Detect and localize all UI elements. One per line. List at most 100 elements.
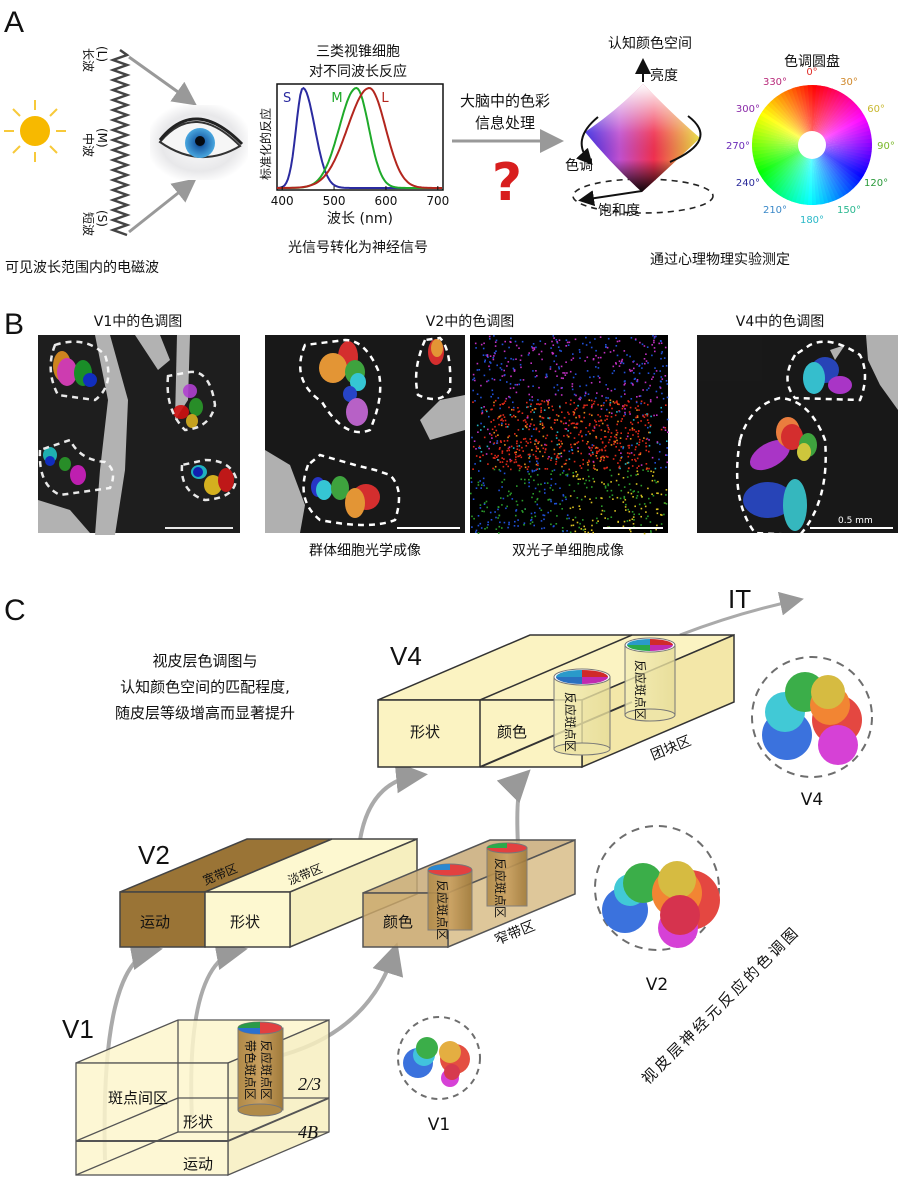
mid-wave-tag: (M) <box>95 128 109 148</box>
hue-wheel: 色调圆盘 0° 30° 60° 90° 120° 150° 180° 210° 240° 270°… <box>726 53 895 226</box>
optical-imaging-caption: 群体细胞光学成像 <box>309 543 421 559</box>
signal-caption: 光信号转化为神经信号 <box>288 240 428 256</box>
v4-patch-cylinder-1: 反应斑点区 <box>553 668 611 756</box>
cone-chart-frame <box>276 83 444 191</box>
hue-angle-label: 30° <box>840 77 858 88</box>
question-mark-icon: ? <box>492 153 522 213</box>
hue-angle-label: 330° <box>763 77 787 88</box>
v2-patch-cylinder-2: 反应斑点区 <box>486 842 528 918</box>
v2-cluster-label: V2 <box>646 975 668 995</box>
saturation-label: 饱和度 <box>598 203 640 219</box>
diagonal-caption: 视皮层神经元反应的色调图 <box>638 922 803 1087</box>
cone-chart-xtick: 600 <box>374 194 397 208</box>
short-wave-label: 短波 <box>81 212 95 236</box>
v2-area-label: V2 <box>138 840 170 870</box>
panel-label-a: A <box>4 6 24 39</box>
long-wave-tag: (L) <box>95 46 109 62</box>
cone-curve-l <box>277 86 442 189</box>
v4-glob-region-label: 团块区 <box>649 733 694 764</box>
v1-motion-label: 运动 <box>183 1155 213 1173</box>
v4-color-label: 颜色 <box>497 723 527 741</box>
v4-cluster-label: V4 <box>801 790 823 810</box>
v2-shape-label: 形状 <box>230 913 260 931</box>
brain-processing-line2: 信息处理 <box>475 114 535 132</box>
hue-angle-label: 300° <box>736 104 760 115</box>
cone-chart-xlabel: 波长 (nm) <box>327 211 393 227</box>
hue-angle-label: 150° <box>837 205 861 216</box>
cone-chart-title-line1: 三类视锥细胞 <box>316 44 400 60</box>
v1-shape-label: 形状 <box>183 1113 213 1131</box>
cone-series-label-m: M <box>331 91 342 106</box>
arrow-long-to-eye <box>128 55 197 106</box>
v1-hue-patches <box>38 340 238 529</box>
v4-area-label: V4 <box>390 641 422 671</box>
arrow-v4-to-it <box>679 591 804 637</box>
eye-icon <box>150 105 248 180</box>
v2-patch-cylinder-1: 反应斑点区 <box>427 863 473 940</box>
hue-rotation-arrow <box>576 116 599 165</box>
v1-area-label: V1 <box>62 1014 94 1044</box>
hue-angle-label: 120° <box>864 178 888 189</box>
v1-hue-cluster <box>397 1016 481 1100</box>
hue-angle-label: 60° <box>867 104 885 115</box>
two-photon-caption: 双光子单细胞成像 <box>512 543 624 559</box>
hue-angle-label: 240° <box>736 178 760 189</box>
layer-23-label: 2/3 <box>298 1074 321 1094</box>
v2-motion-label: 运动 <box>140 913 170 931</box>
layer-4b-label: 4B <box>298 1122 318 1142</box>
short-wave-tag: (S) <box>95 210 109 227</box>
cone-chart-xtick: 400 <box>271 194 294 208</box>
cone-chart-xtick: 700 <box>426 194 449 208</box>
brightness-label: 亮度 <box>650 67 678 84</box>
v2-optical-map-image <box>265 335 465 533</box>
v2-two-photon-image <box>470 335 669 535</box>
cone-chart-ylabel: 标准化的反应 <box>258 108 273 180</box>
mid-wave-label: 中波 <box>81 133 96 157</box>
long-wave-label: 长波 <box>81 48 95 72</box>
v4-hue-map-image: 0.5 mm <box>697 335 898 537</box>
v1-cluster-label: V1 <box>428 1115 450 1135</box>
hue-angle-label: 90° <box>877 141 895 152</box>
sun-icon <box>4 100 66 162</box>
summary-line1: 视皮层色调图与 <box>152 652 257 670</box>
v2-patch-label-2: 反应斑点区 <box>493 858 508 918</box>
v4-patch-cylinder-2: 反应斑点区 <box>624 637 676 722</box>
hue-angle-label: 270° <box>726 141 750 152</box>
cone-series-label-l: L <box>381 91 389 106</box>
v2-block <box>119 837 418 949</box>
hue-angle-label: 0° <box>806 67 817 78</box>
arrow-v2-to-v4-color <box>496 769 531 846</box>
v4-map-title: V4中的色调图 <box>736 313 824 330</box>
scale-bar-label: 0.5 mm <box>838 516 873 526</box>
v4-hue-cluster <box>751 656 873 778</box>
color-space-diagram: 认知颜色空间 亮度 色调 饱和度 <box>565 35 714 219</box>
cone-chart-title-line2: 对不同波长反应 <box>309 63 407 80</box>
v2-map-title: V2中的色调图 <box>426 313 514 330</box>
color-space-title: 认知颜色空间 <box>608 35 692 52</box>
hue-wheel-title: 色调圆盘 <box>784 53 840 70</box>
v4-patch-label-2: 反应斑点区 <box>633 660 648 720</box>
wave-labels: 长波 (L) 中波 (M) 短波 (S) <box>81 46 109 236</box>
hue-angle-label: 210° <box>763 205 787 216</box>
v1-blob-cylinder: 带色斑点区 反应斑点区 <box>237 1021 284 1117</box>
brain-processing-line1: 大脑中的色彩 <box>460 92 550 110</box>
cone-chart-xtick: 500 <box>323 194 346 208</box>
v2-hue-cluster <box>594 825 720 951</box>
em-caption: 可见波长范围内的电磁波 <box>5 259 159 276</box>
v1-blob-label-1: 带色斑点区 <box>243 1040 257 1100</box>
it-label: IT <box>728 584 751 614</box>
summary-line2: 认知颜色空间的匹配程度, <box>120 678 290 696</box>
psychophysics-caption: 通过心理物理实验测定 <box>650 252 790 268</box>
v4-shape-label: 形状 <box>410 723 440 741</box>
v1-map-title: V1中的色调图 <box>94 313 182 330</box>
panel-label-b: B <box>4 308 24 341</box>
v1-interblob-label: 斑点间区 <box>108 1089 168 1107</box>
v2-patch-label-1: 反应斑点区 <box>435 880 450 940</box>
arrow-v2-to-v4-shape <box>358 761 428 841</box>
arrow-short-to-eye <box>128 178 197 234</box>
panel-label-c: C <box>4 594 26 627</box>
cone-response-chart: 三类视锥细胞 对不同波长反应 标准化的反应 S M L 400 500 600 700 波… <box>258 44 449 256</box>
v4-patch-label-1: 反应斑点区 <box>563 692 578 752</box>
cone-series-label-s: S <box>283 91 291 106</box>
electromagnetic-wave-icon <box>109 48 131 237</box>
